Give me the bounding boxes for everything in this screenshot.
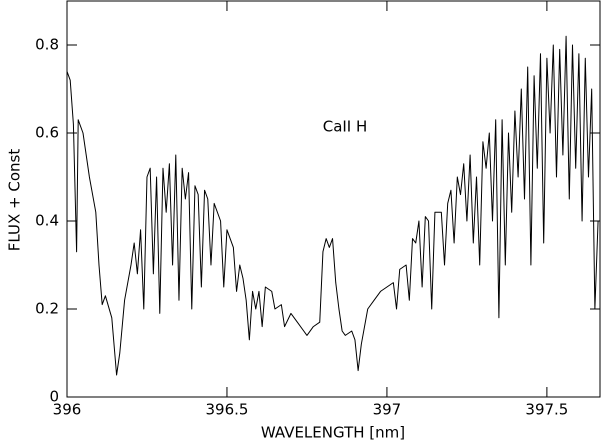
plot-frame xyxy=(66,0,601,398)
x-tick-label: 397 xyxy=(373,401,402,419)
x-tick-label: 397.5 xyxy=(525,401,568,419)
y-tick-label: 0.2 xyxy=(35,300,59,318)
y-tick-label: 0 xyxy=(49,388,59,406)
y-tick-label: 0.8 xyxy=(35,36,59,54)
x-tick-label: 396.5 xyxy=(205,401,248,419)
y-tick-label: 0.6 xyxy=(35,124,59,142)
x-tick-label: 396 xyxy=(53,401,82,419)
y-axis-label: FLUX + Const xyxy=(6,149,24,252)
y-tick-label: 0.4 xyxy=(35,212,59,230)
x-axis-label: WAVELENGTH [nm] xyxy=(261,424,405,442)
annotation: CaII H xyxy=(323,118,368,136)
spectrum-line xyxy=(66,35,599,376)
